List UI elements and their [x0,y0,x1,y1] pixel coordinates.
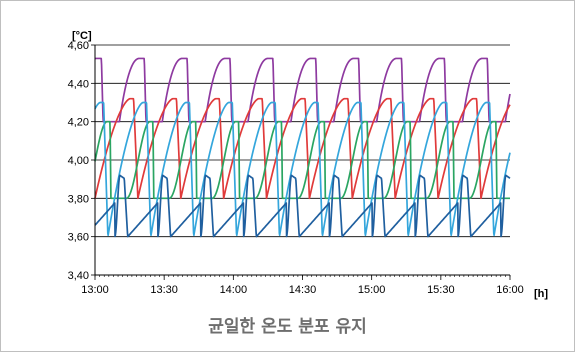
y-tick-label: 4,20 [68,117,89,129]
y-tick-label: 4,60 [68,40,89,52]
series-line-5 [94,174,511,238]
x-tick-label: 15:00 [358,284,386,296]
y-tick-label: 3,80 [68,193,89,205]
y-tick-label: 4,00 [68,155,89,167]
x-tick-label: 14:00 [220,284,248,296]
x-tick-label: 15:30 [427,284,455,296]
y-tick-label: 4,40 [68,78,89,90]
chart-caption: 균일한 온도 분포 유지 [208,317,367,337]
series-line-2 [94,97,511,200]
series-line-4 [94,101,511,237]
series-line-3 [94,120,511,200]
series-layer [94,57,511,238]
y-tick-label: 3,60 [68,232,89,244]
x-axis-label: [h] [534,288,548,300]
y-tick-label: 3,40 [68,270,89,282]
axes: 3,40 3,60 3,80 4,00 4,20 4,40 4,60 13:00 13:30 14… [68,40,524,296]
y-axis-label: [°C] [72,30,92,42]
x-tick-label: 16:00 [496,284,524,296]
x-tick-label: 13:30 [150,284,178,296]
x-tick-label: 14:30 [289,284,317,296]
x-tick-label: 13:00 [81,284,109,296]
